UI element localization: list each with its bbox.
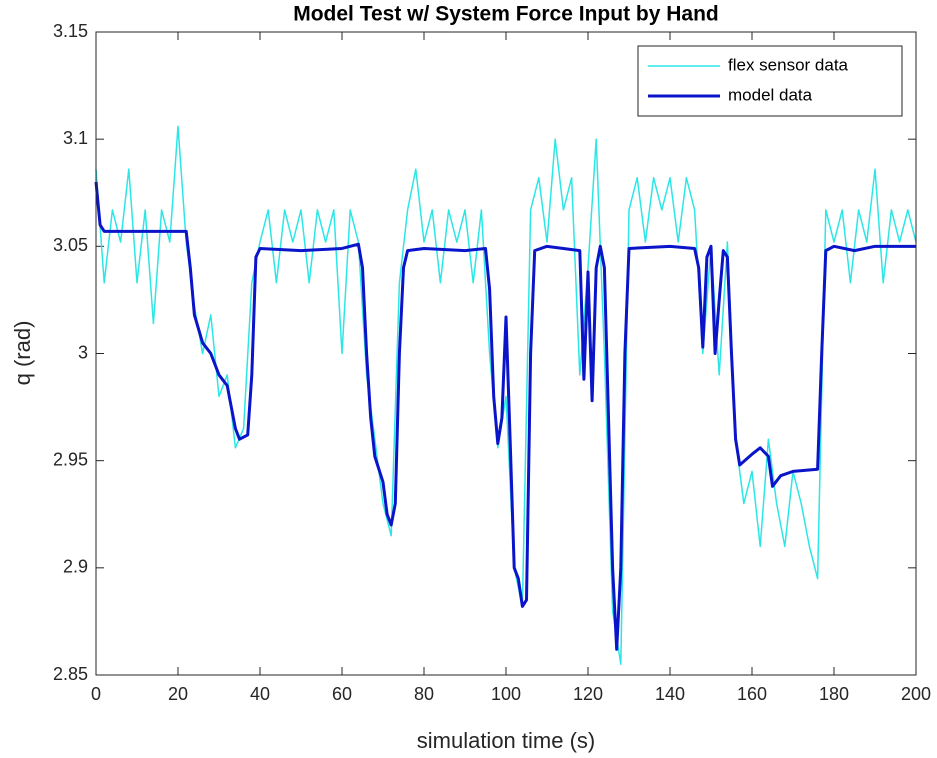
y-tick-label: 2.85 [53,664,88,684]
x-tick-label: 60 [332,684,352,704]
x-tick-label: 40 [250,684,270,704]
y-tick-label: 3.1 [63,128,88,148]
x-tick-label: 20 [168,684,188,704]
y-tick-label: 3.15 [53,21,88,41]
x-tick-label: 200 [901,684,931,704]
x-tick-label: 100 [491,684,521,704]
legend-label: flex sensor data [728,55,849,74]
legend-box [637,45,903,117]
x-tick-label: 120 [573,684,603,704]
chart-title: Model Test w/ System Force Input by Hand [293,3,719,26]
x-axis-label: simulation time (s) [417,728,595,753]
x-tick-label: 180 [819,684,849,704]
data-line [94,181,916,651]
y-tick-label: 2.95 [53,449,88,469]
x-tick-label: 140 [655,684,685,704]
x-tick-label: 80 [414,684,434,704]
x-tick-label: 0 [91,684,101,704]
legend: flex sensor data model data [637,45,903,117]
legend-label: model data [728,85,813,104]
y-tick-label: 3.05 [53,235,88,255]
plot-frame [95,31,917,676]
y-tick-label: 2.9 [63,557,88,577]
y-axis-label: q (rad) [10,321,35,386]
x-tick-label: 160 [737,684,767,704]
y-tick-label: 3 [78,342,88,362]
data-line [95,125,917,666]
